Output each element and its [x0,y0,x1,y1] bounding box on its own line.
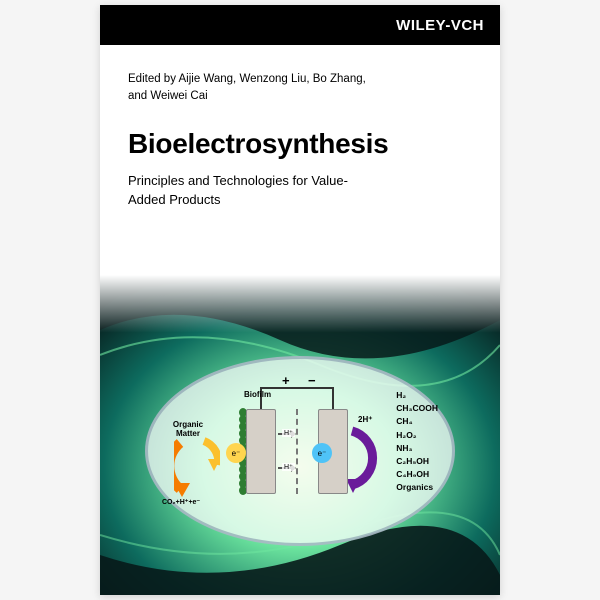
anode-electrode [246,409,276,494]
editors-prefix: Edited by [128,73,179,85]
book-cover: WILEY-VCH Edited by Aijie Wang, Wenzong … [100,5,500,595]
book-title: Bioelectrosynthesis [128,128,472,160]
co2-equation-label: CO₂+H⁺+e⁻ [162,499,200,507]
circuit-wire [260,387,334,389]
product-item: H₂O₂ [396,429,438,442]
product-item: CH₄ [396,415,438,428]
cathode-lead [332,387,334,409]
editors-line: Edited by Aijie Wang, Wenzong Liu, Bo Zh… [128,71,472,104]
text-block: Edited by Aijie Wang, Wenzong Liu, Bo Zh… [100,45,500,209]
publisher-bar: WILEY-VCH [100,5,500,45]
h-plus-label: H⁺ [282,429,295,437]
product-item: C₄H₉OH [396,468,438,481]
electron-anode-icon: e⁻ [226,443,246,463]
product-arrow-icon [348,423,378,493]
plus-sign: + [282,373,290,388]
hero-illustration: + − e⁻ e⁻ [100,275,500,595]
book-subtitle: Principles and Technologies for Value-Ad… [128,172,358,208]
editors-names-1: Aijie Wang, Wenzong Liu, Bo Zhang, [179,73,366,85]
diagram-ellipse: + − e⁻ e⁻ [145,356,455,546]
h-plus-label: H⁺ [282,463,295,471]
product-list: H₂ CH₃COOH CH₄ H₂O₂ NH₃ C₂H₅OH C₄H₉OH Or… [396,389,438,494]
membrane-divider [296,409,298,494]
editors-names-2: and Weiwei Cai [128,90,208,102]
two-h-plus-label: 2H⁺ [356,415,374,424]
biofilm-label: Biofilm [244,391,271,400]
product-item: Organics [396,481,438,494]
publisher-name: WILEY-VCH [396,17,484,34]
minus-sign: − [308,373,316,388]
electron-cathode-icon: e⁻ [312,443,332,463]
product-item: NH₃ [396,442,438,455]
product-item: C₂H₅OH [396,455,438,468]
product-item: CH₃COOH [396,402,438,415]
diagram-inner: + − e⁻ e⁻ [160,371,440,531]
organic-matter-label: Organic Matter [166,421,210,439]
organic-arrow-icon [174,437,220,497]
product-item: H₂ [396,389,438,402]
